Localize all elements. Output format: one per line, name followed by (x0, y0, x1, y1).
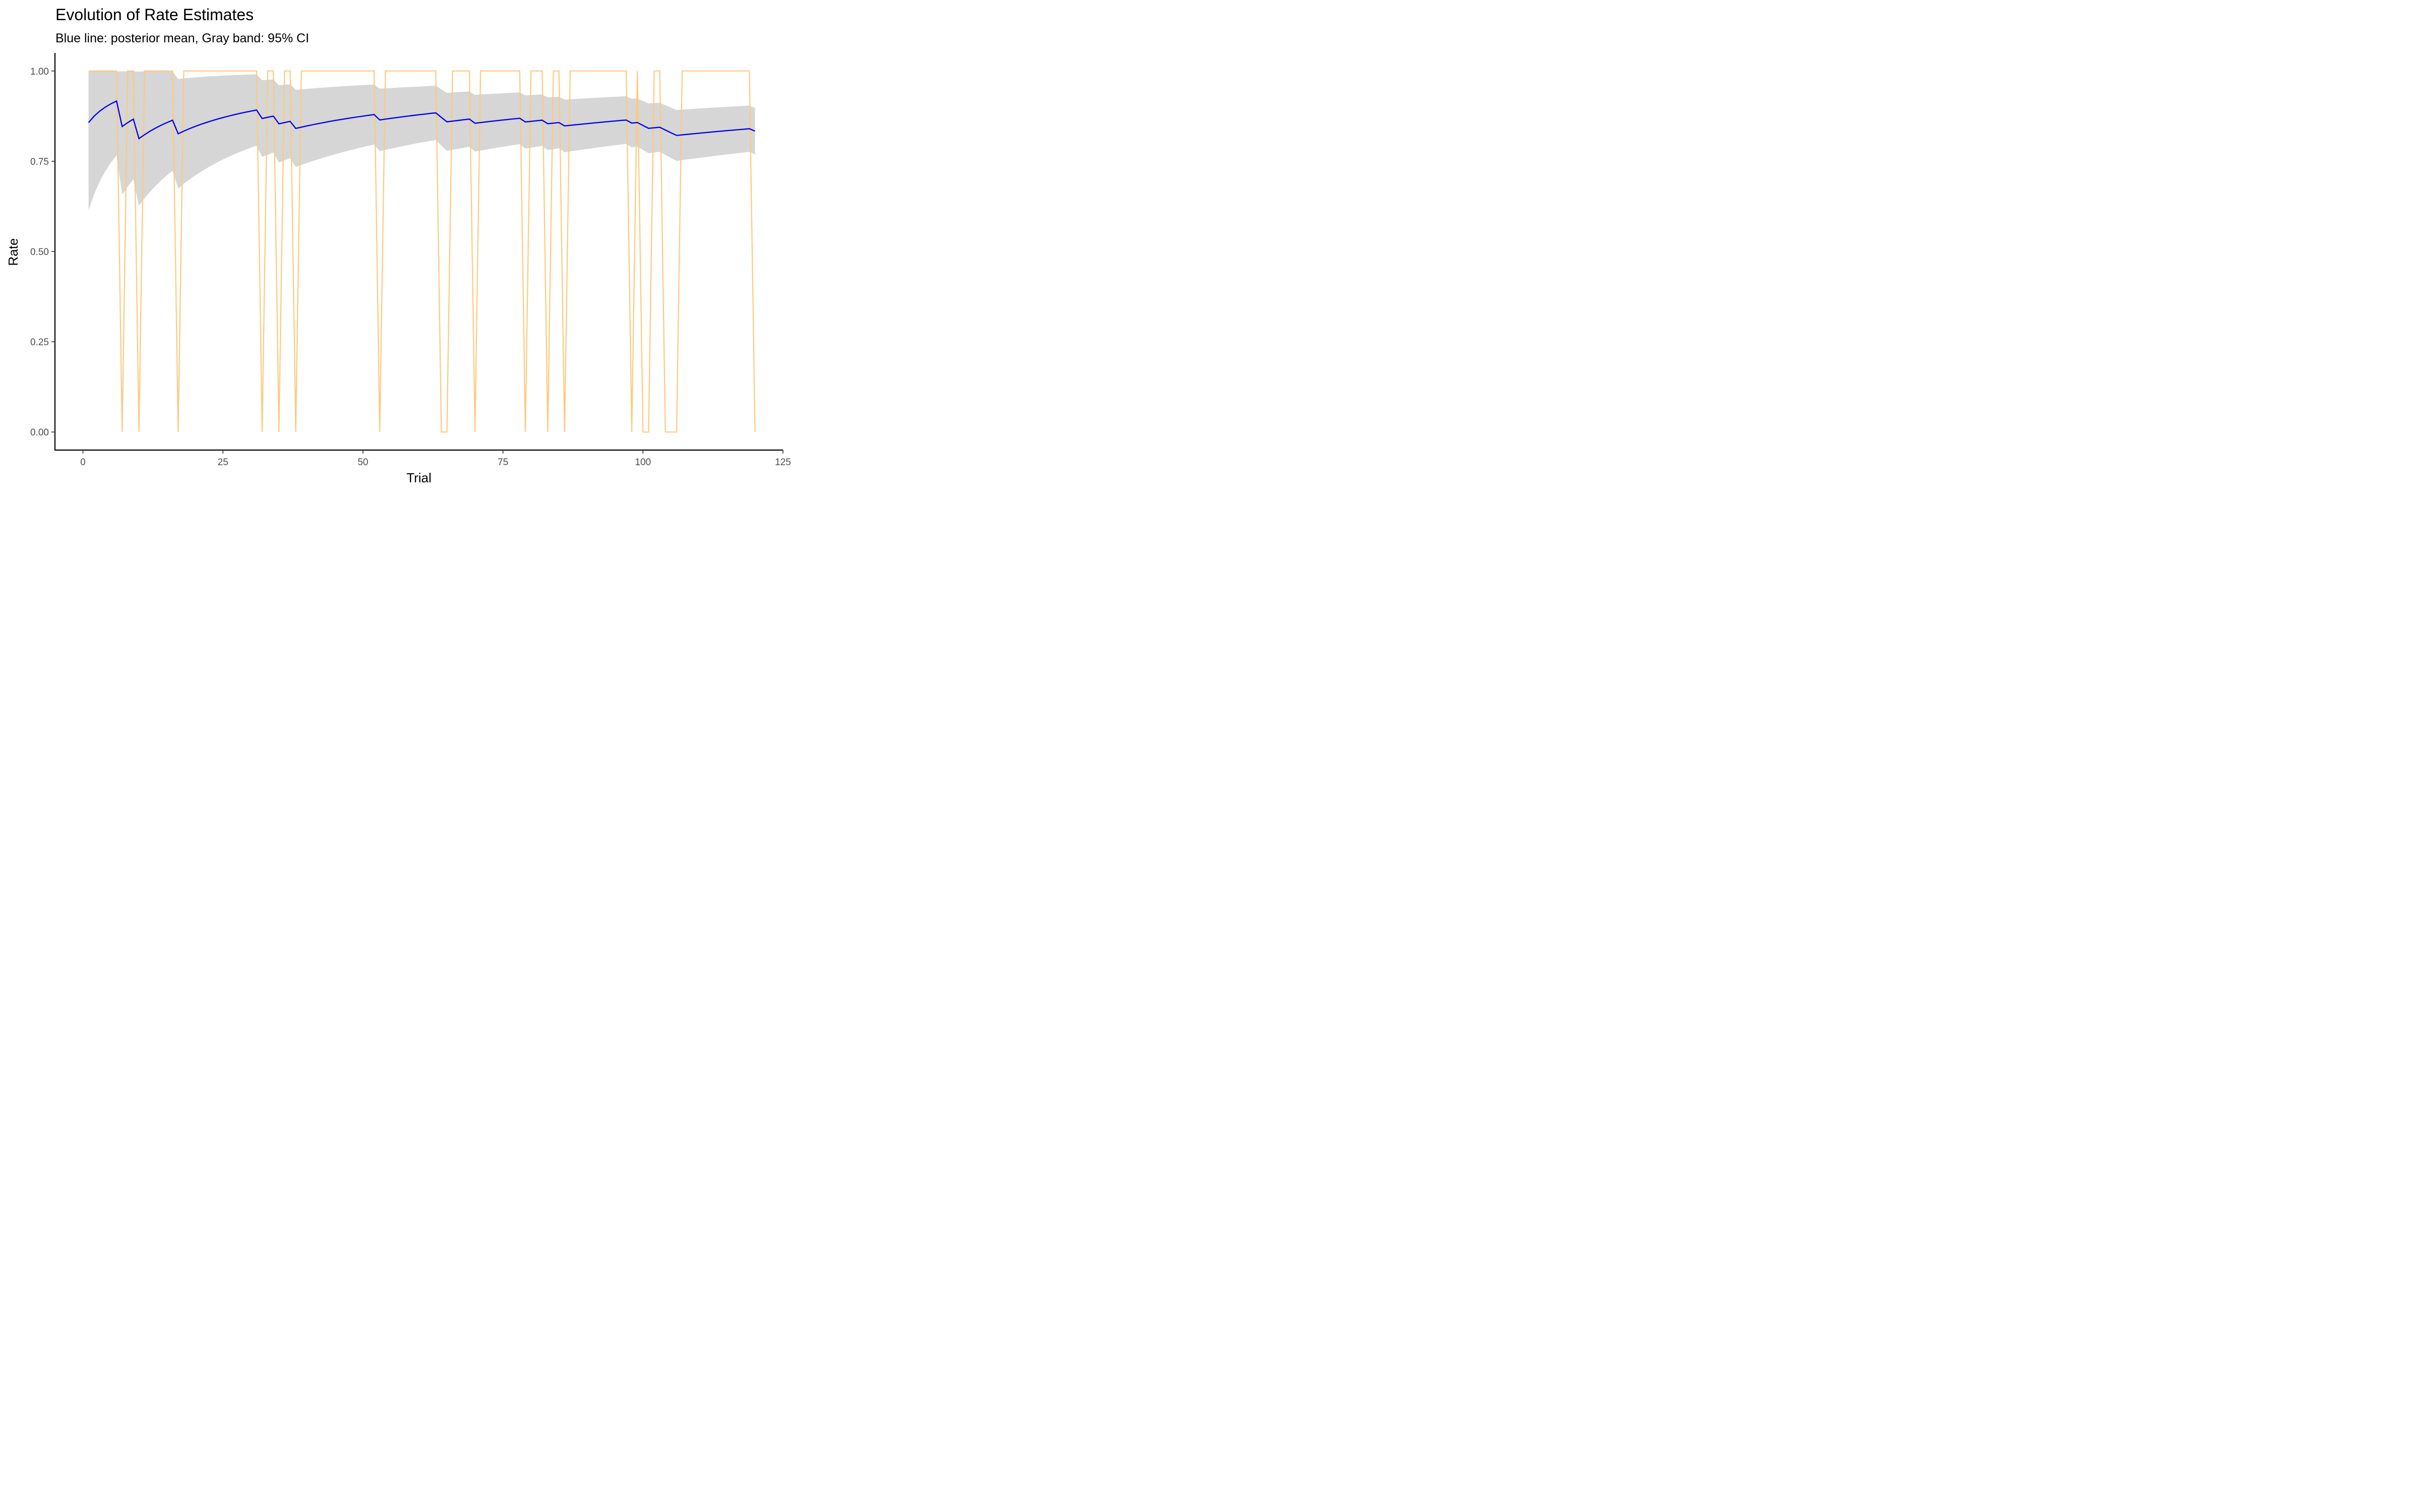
x-axis: 0 25 50 75 100 125 (80, 450, 791, 468)
y-axis-title: Rate (6, 238, 21, 266)
plot-area (88, 70, 756, 433)
y-tick-label: 0.00 (30, 427, 49, 438)
observed-rate-line (88, 70, 756, 433)
x-tick-label: 100 (635, 457, 651, 468)
chart-title: Evolution of Rate Estimates (55, 6, 254, 24)
x-tick-label: 25 (218, 457, 228, 468)
x-tick-label: 125 (775, 457, 791, 468)
chart-subtitle: Blue line: posterior mean, Gray band: 95… (55, 31, 309, 45)
x-tick-label: 0 (80, 457, 86, 468)
chart: Evolution of Rate Estimates Blue line: p… (6, 6, 791, 485)
y-axis: 0.00 0.25 0.50 0.75 1.00 (30, 67, 55, 438)
y-tick-label: 1.00 (30, 67, 49, 77)
ci-band (88, 71, 755, 210)
x-tick-label: 50 (357, 457, 368, 468)
posterior-mean-line (88, 100, 755, 140)
y-tick-label: 0.75 (30, 157, 49, 167)
x-tick-label: 75 (498, 457, 508, 468)
y-tick-label: 0.25 (30, 337, 49, 348)
y-tick-label: 0.50 (30, 247, 49, 258)
x-axis-title: Trial (406, 470, 432, 485)
